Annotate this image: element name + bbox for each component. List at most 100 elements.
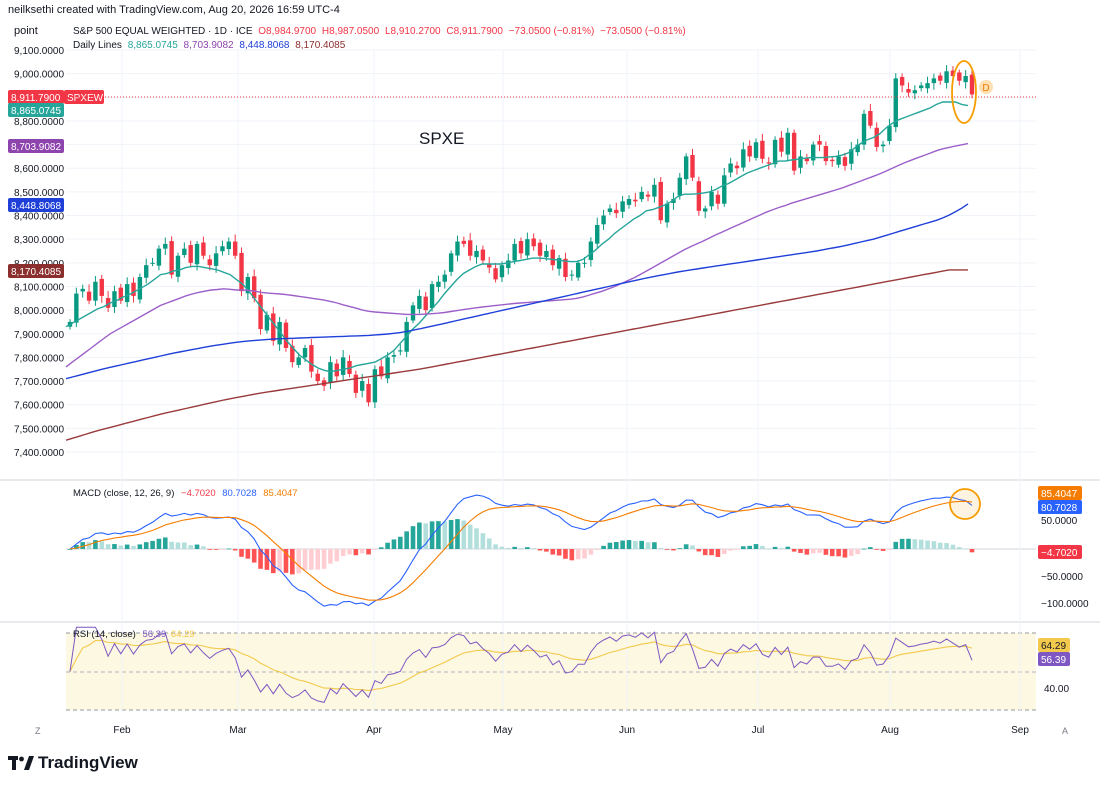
macd-histogram-bar	[372, 549, 378, 550]
macd-histogram-bar	[474, 528, 479, 549]
candle-body	[925, 83, 930, 89]
price-label: 8,865.0745	[11, 106, 61, 117]
candle-body	[340, 357, 346, 375]
macd-histogram-bar	[226, 548, 232, 550]
macd-histogram-bar	[683, 544, 689, 549]
macd-axis-label: 85.4047	[1041, 489, 1078, 500]
macd-legend: MACD (close, 12, 26, 9) −4.7020 80.7028 …	[73, 488, 298, 499]
macd-histogram-bar	[207, 549, 213, 550]
time-axis-label: May	[494, 725, 513, 736]
rsi-line	[69, 626, 973, 703]
macd-histogram-bar	[385, 542, 390, 549]
macd-histogram-bar	[118, 545, 124, 549]
candle-body	[601, 215, 606, 225]
macd-histogram-bar	[182, 542, 187, 549]
macd-histogram-bar	[715, 549, 721, 557]
macd-histogram-bar	[499, 546, 505, 549]
macd-histogram-bar	[804, 549, 810, 555]
price-tick-label: 7,800.0000	[14, 353, 64, 364]
candle-body	[664, 203, 670, 223]
candle-body	[931, 78, 937, 84]
candle-body	[144, 265, 149, 278]
dividend-marker[interactable]	[979, 80, 993, 94]
candle-body	[277, 321, 282, 345]
sma100-line	[65, 203, 969, 380]
macd-histogram-bar	[868, 547, 873, 549]
price-label-bg	[8, 264, 64, 278]
candle-body	[861, 113, 867, 145]
macd-histogram-bar	[410, 526, 416, 549]
candle-body	[874, 127, 879, 147]
macd-histogram-bar	[766, 548, 772, 550]
candle-body	[683, 156, 689, 180]
macd-histogram-bar	[505, 547, 511, 549]
symbol-tag: SPXEW	[67, 93, 104, 104]
sma200-line	[65, 269, 968, 441]
rsi-axis-label-bg	[1038, 638, 1070, 652]
candle-body	[957, 72, 962, 81]
macd-histogram-bar	[328, 549, 333, 564]
price-tick-label: 7,700.0000	[14, 377, 64, 388]
candle-body	[264, 314, 270, 331]
candle-body	[582, 262, 587, 264]
rsi-axis-label: 64.29	[1041, 641, 1066, 652]
macd-axis-label: −4.7020	[1041, 548, 1078, 559]
candle-body	[906, 89, 911, 93]
macd-histogram-bar	[480, 533, 486, 549]
candle-body	[448, 253, 454, 272]
auto-scale-button[interactable]: A	[1062, 726, 1069, 736]
candle-body	[391, 355, 397, 357]
candle-body	[747, 145, 752, 157]
macd-histogram-bar	[436, 521, 441, 549]
macd-histogram-bar	[232, 549, 238, 551]
price-label-bg	[8, 103, 64, 117]
macd-histogram-bar	[417, 522, 422, 549]
daily-lines-legend[interactable]: Daily Lines 8,865.0745 8,703.9082 8,448.…	[73, 40, 348, 51]
candle-body	[213, 253, 219, 266]
candle-body	[741, 149, 746, 168]
unit-button[interactable]: point	[14, 25, 38, 37]
candle-body	[252, 276, 257, 299]
candle-body	[690, 154, 695, 178]
candle-body	[423, 296, 428, 311]
macd-histogram-bar	[829, 549, 835, 557]
price-label: 8,448.8068	[11, 201, 61, 212]
timezone-button[interactable]: Z	[35, 726, 41, 736]
candle-body	[86, 291, 92, 301]
symbol-legend[interactable]: S&P 500 EQUAL WEIGHTED · 1D · ICE O8,984…	[73, 26, 689, 37]
candle-body	[544, 251, 549, 258]
macd-histogram-bar	[467, 524, 473, 549]
candle-body	[963, 76, 968, 83]
candle-body	[359, 381, 365, 391]
candle-body	[620, 201, 625, 212]
candle-body	[271, 313, 276, 341]
macd-histogram-bar	[143, 542, 149, 549]
macd-histogram-bar	[277, 549, 282, 572]
chart-canvas[interactable]: 9,100.00009,000.00008,900.00008,800.0000…	[0, 0, 1100, 740]
macd-axis-label-bg	[1038, 545, 1082, 559]
macd-axis-label-bg	[1038, 486, 1082, 500]
macd-histogram-bar	[67, 549, 73, 550]
macd-histogram-bar	[810, 549, 816, 554]
candle-body	[639, 191, 644, 200]
symbol-title: S&P 500 EQUAL WEIGHTED · 1D · ICE	[73, 26, 253, 37]
time-axis-label: Feb	[113, 725, 131, 736]
macd-histogram-bar	[753, 544, 759, 549]
macd-histogram-bar	[264, 549, 270, 570]
ohlc-low: L8,910.2700	[384, 26, 441, 37]
candle-body	[626, 198, 632, 205]
candle-body	[417, 295, 422, 309]
macd-histogram-bar	[639, 540, 644, 549]
candle-body	[182, 248, 187, 256]
macd-histogram-bar	[912, 539, 918, 549]
candle-body	[817, 141, 822, 145]
price-tick-label: 7,600.0000	[14, 401, 64, 412]
rsi-legend: RSI (14, close) 56.39 64.29	[73, 629, 195, 640]
macd-tick-label: −50.0000	[1041, 572, 1083, 583]
sma100-value: 8,448.8068	[239, 40, 290, 51]
candle-body	[480, 249, 486, 261]
macd-histogram-bar	[626, 540, 632, 549]
candle-body	[112, 291, 117, 308]
candle-body	[537, 242, 543, 256]
candle-body	[239, 252, 244, 292]
